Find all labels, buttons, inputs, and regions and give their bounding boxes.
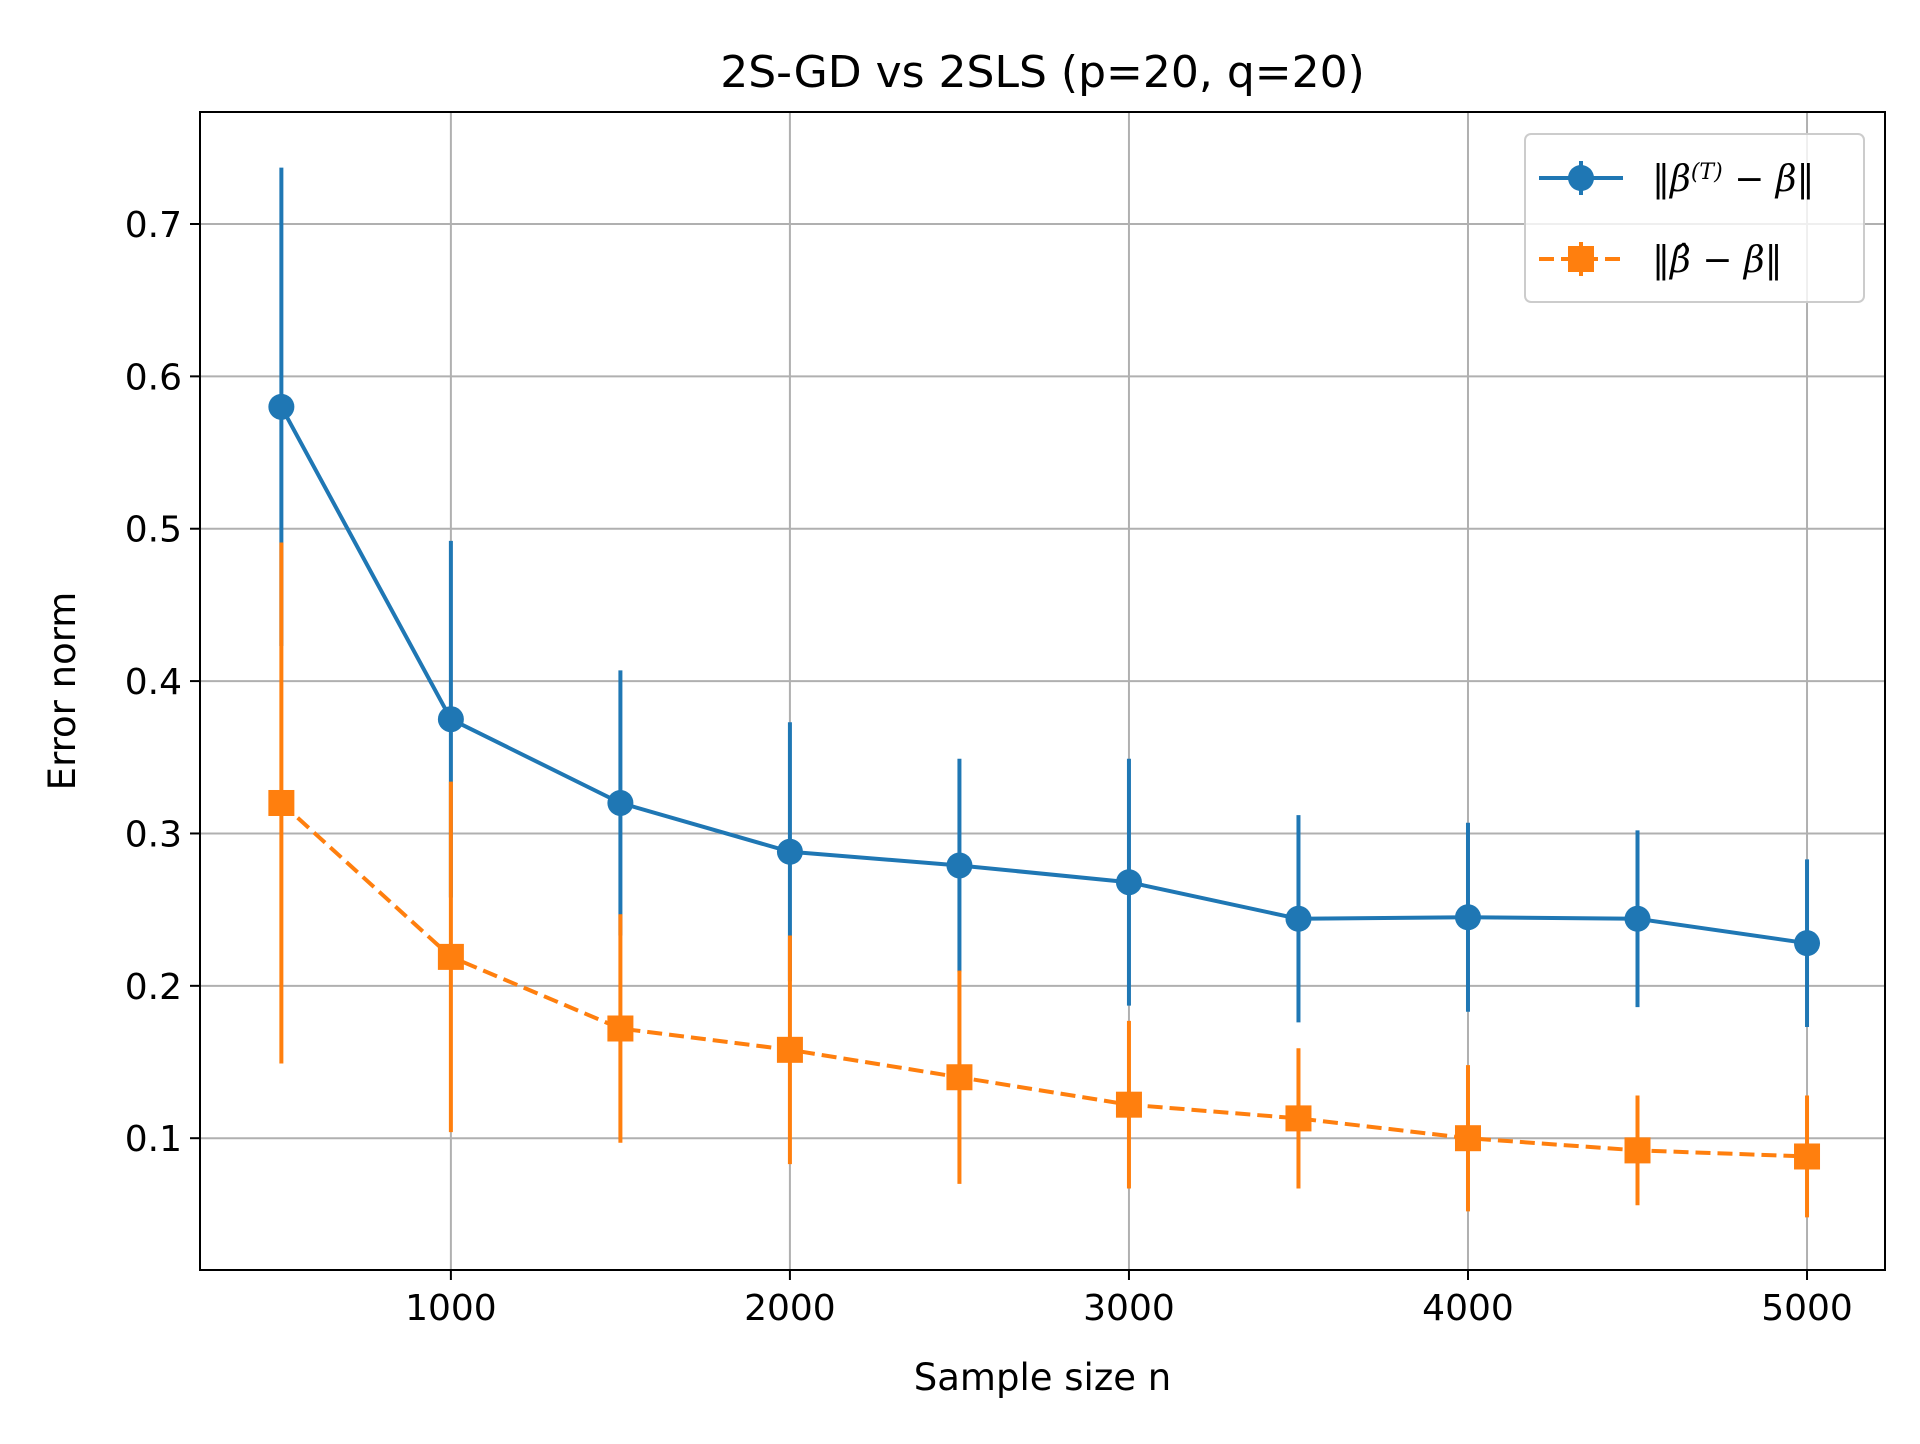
series-square	[268, 542, 1821, 1218]
y-axis-label: Error norm	[41, 592, 84, 791]
y-tick-label: 0.3	[125, 814, 182, 855]
legend-label-superscript: (T)	[1691, 160, 1723, 185]
data-point	[1115, 869, 1142, 896]
plot-frame	[199, 111, 1886, 1271]
legend-label: ‖β̂ − β‖	[1652, 240, 1783, 281]
y-tick-label: 0.4	[125, 662, 182, 703]
data-point	[268, 789, 295, 816]
data-point	[1624, 905, 1651, 932]
y-tick-label: 0.7	[125, 205, 182, 246]
data-point	[607, 1015, 634, 1042]
data-point	[946, 1064, 973, 1091]
data-point	[776, 1036, 803, 1063]
x-tick-label: 4000	[1422, 1288, 1514, 1329]
legend-entry: ‖β(T) − β‖	[1539, 159, 1815, 200]
y-tick-label: 0.2	[125, 967, 182, 1008]
series-line	[279, 405, 1808, 946]
series-circle	[268, 167, 1821, 1027]
grid	[200, 112, 1885, 1270]
x-tick-label: 1000	[405, 1288, 497, 1329]
data-point	[776, 838, 803, 865]
ticks: 1000 2000 3000 4000 5000 0.1 0.2 0.3 0.4 0.5 0.6 0.…	[125, 205, 1853, 1329]
data-point	[1794, 930, 1821, 957]
data-point	[437, 943, 464, 970]
data-point	[1285, 905, 1312, 932]
legend-marker	[1568, 165, 1594, 191]
data-point	[946, 852, 973, 879]
x-axis-label: Sample size n	[914, 1356, 1171, 1399]
chart-title: 2S-GD vs 2SLS (p=20, q=20)	[720, 47, 1365, 98]
legend-label-main: ‖β̂	[1652, 240, 1691, 281]
legend-label-tail: − β‖	[1723, 159, 1815, 200]
x-tick-label: 3000	[1083, 1288, 1175, 1329]
data-point	[1115, 1091, 1142, 1118]
legend-label: ‖β(T) − β‖	[1652, 159, 1815, 200]
y-tick-label: 0.5	[125, 510, 182, 551]
legend-marker	[1568, 246, 1594, 272]
data-point	[1454, 904, 1481, 931]
series-line	[280, 801, 1808, 1159]
data-point	[437, 706, 464, 733]
data-point	[1794, 1143, 1821, 1170]
legend-label-tail: − β‖	[1691, 240, 1783, 281]
data-point	[607, 789, 634, 816]
series-layer	[268, 167, 1821, 1218]
x-tick-label: 5000	[1761, 1288, 1853, 1329]
legend-entry: ‖β̂ − β‖	[1539, 240, 1783, 281]
data-point	[1454, 1125, 1481, 1152]
legend: ‖β(T) − β‖‖β̂ − β‖	[1524, 133, 1865, 303]
y-tick-label: 0.6	[125, 357, 182, 398]
y-tick-label: 0.1	[125, 1119, 182, 1160]
legend-label-main: ‖β	[1652, 159, 1691, 200]
data-point	[268, 393, 295, 420]
data-point	[1285, 1105, 1312, 1132]
x-tick-label: 2000	[744, 1288, 836, 1329]
data-point	[1624, 1137, 1651, 1164]
